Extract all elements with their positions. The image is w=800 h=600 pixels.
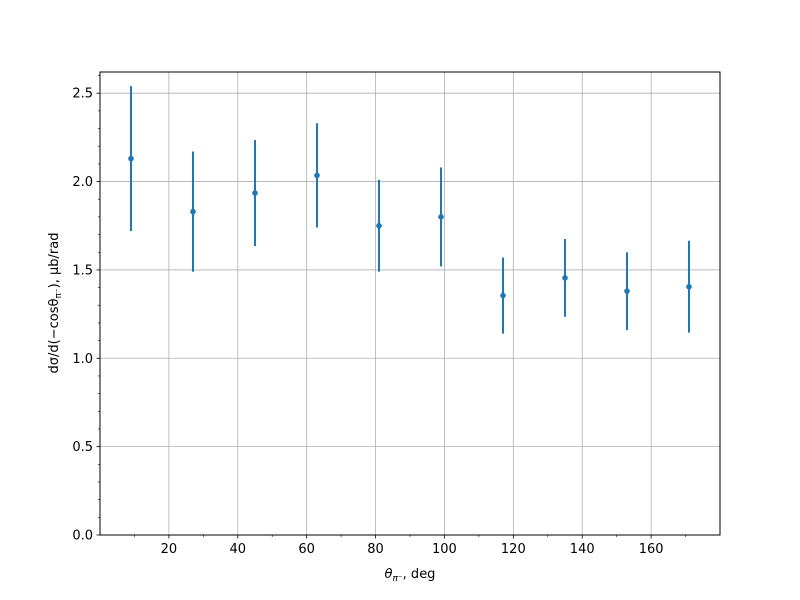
data-point <box>438 214 444 220</box>
x-tick-label: 120 <box>501 542 526 557</box>
data-point <box>624 288 630 294</box>
x-tick-label: 160 <box>639 542 664 557</box>
data-point <box>500 292 506 299</box>
data-point <box>252 190 258 196</box>
y-tick-label: 0.0 <box>72 529 93 544</box>
x-tick-label: 100 <box>432 542 457 557</box>
x-tick-label: 140 <box>570 542 595 557</box>
y-tick-label: 1.5 <box>72 263 93 278</box>
data-point <box>686 283 692 290</box>
data-series <box>128 86 692 334</box>
y-tick-label: 2.0 <box>72 175 93 190</box>
data-point <box>314 172 320 179</box>
data-point <box>376 222 382 229</box>
data-point <box>128 155 134 162</box>
x-axis-label: θπ⁻, deg <box>385 567 436 584</box>
y-axis-label: dσ/d(−cosθπ⁻), μb/rad <box>47 233 64 374</box>
x-tick-label: 20 <box>161 542 178 557</box>
y-tick-label: 1.0 <box>72 352 93 367</box>
data-point <box>190 208 196 215</box>
grid <box>100 72 720 536</box>
x-tick-label: 40 <box>230 542 247 557</box>
data-point <box>562 275 568 281</box>
x-tick-label: 60 <box>298 542 315 557</box>
axis-ticks: 20 40 60 80 100 120 140 160 0.0 0.5 1.0 1.5 2.0 2.5 <box>72 75 686 557</box>
x-tick-label: 80 <box>367 542 384 557</box>
y-tick-label: 2.5 <box>72 87 93 102</box>
y-tick-label: 0.5 <box>72 440 93 455</box>
